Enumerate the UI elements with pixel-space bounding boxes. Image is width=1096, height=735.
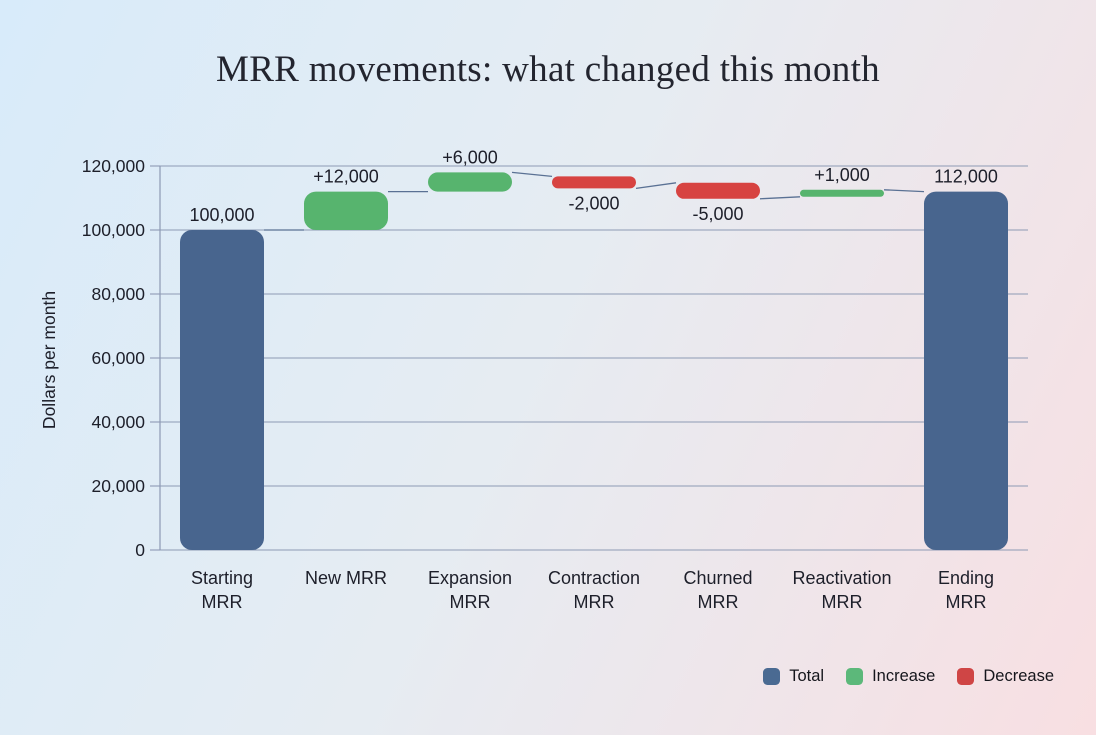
legend-label-total: Total <box>789 667 825 685</box>
legend-label-decrease: Decrease <box>983 667 1054 685</box>
bar-value-label: +6,000 <box>442 147 498 167</box>
bar-ending-mrr <box>924 191 1008 550</box>
connector-line <box>883 189 925 193</box>
bar-starting-mrr <box>180 230 264 550</box>
legend-swatch-increase-icon <box>846 668 864 685</box>
y-tick-label: 20,000 <box>91 476 145 496</box>
bar-contraction-mrr <box>552 176 636 189</box>
y-tick-label: 60,000 <box>91 348 145 368</box>
x-category-label: MRR <box>450 592 491 612</box>
x-category-label: MRR <box>698 592 739 612</box>
bar-value-label: -2,000 <box>568 193 619 213</box>
x-category-label: MRR <box>946 592 987 612</box>
legend-item-decrease: Decrease <box>957 667 1054 686</box>
bar-expansion-mrr <box>428 172 512 192</box>
bar-value-label: -5,000 <box>692 204 743 224</box>
y-axis-title: Dollars per month <box>39 291 59 429</box>
x-category-label: Churned <box>683 568 752 588</box>
legend-swatch-decrease-icon <box>957 668 975 685</box>
x-category-label: MRR <box>822 592 863 612</box>
legend-swatch-total-icon <box>763 668 781 685</box>
bar-new-mrr <box>304 191 388 230</box>
bar-value-label: +12,000 <box>313 167 379 187</box>
chart-legend: Total Increase Decrease <box>763 667 1054 686</box>
legend-label-increase: Increase <box>872 667 936 685</box>
bar-value-label: +1,000 <box>814 165 870 185</box>
x-category-label: Ending <box>938 568 994 588</box>
x-category-label: Contraction <box>548 568 640 588</box>
chart-title: MRR movements: what changed this month <box>216 49 880 90</box>
bar-value-label: 112,000 <box>934 167 998 187</box>
connector-line <box>635 182 677 190</box>
bar-value-label: 100,000 <box>189 205 254 225</box>
x-category-label: MRR <box>202 592 243 612</box>
y-tick-label: 80,000 <box>91 284 145 304</box>
x-category-label: Reactivation <box>792 568 891 588</box>
bar-churned-mrr <box>676 182 760 199</box>
x-category-label: Expansion <box>428 568 512 588</box>
y-tick-label: 100,000 <box>82 220 146 240</box>
y-tick-label: 40,000 <box>91 412 145 432</box>
y-tick-label: 0 <box>135 540 145 560</box>
legend-item-increase: Increase <box>846 667 935 686</box>
y-tick-label: 120,000 <box>82 156 146 176</box>
x-category-label: MRR <box>574 592 615 612</box>
x-category-label: Starting <box>191 568 253 588</box>
bar-reactivation-mrr <box>800 189 884 197</box>
connector-line <box>511 171 553 178</box>
legend-item-total: Total <box>763 667 824 686</box>
x-category-label: New MRR <box>305 568 387 588</box>
connector-line <box>759 196 801 200</box>
